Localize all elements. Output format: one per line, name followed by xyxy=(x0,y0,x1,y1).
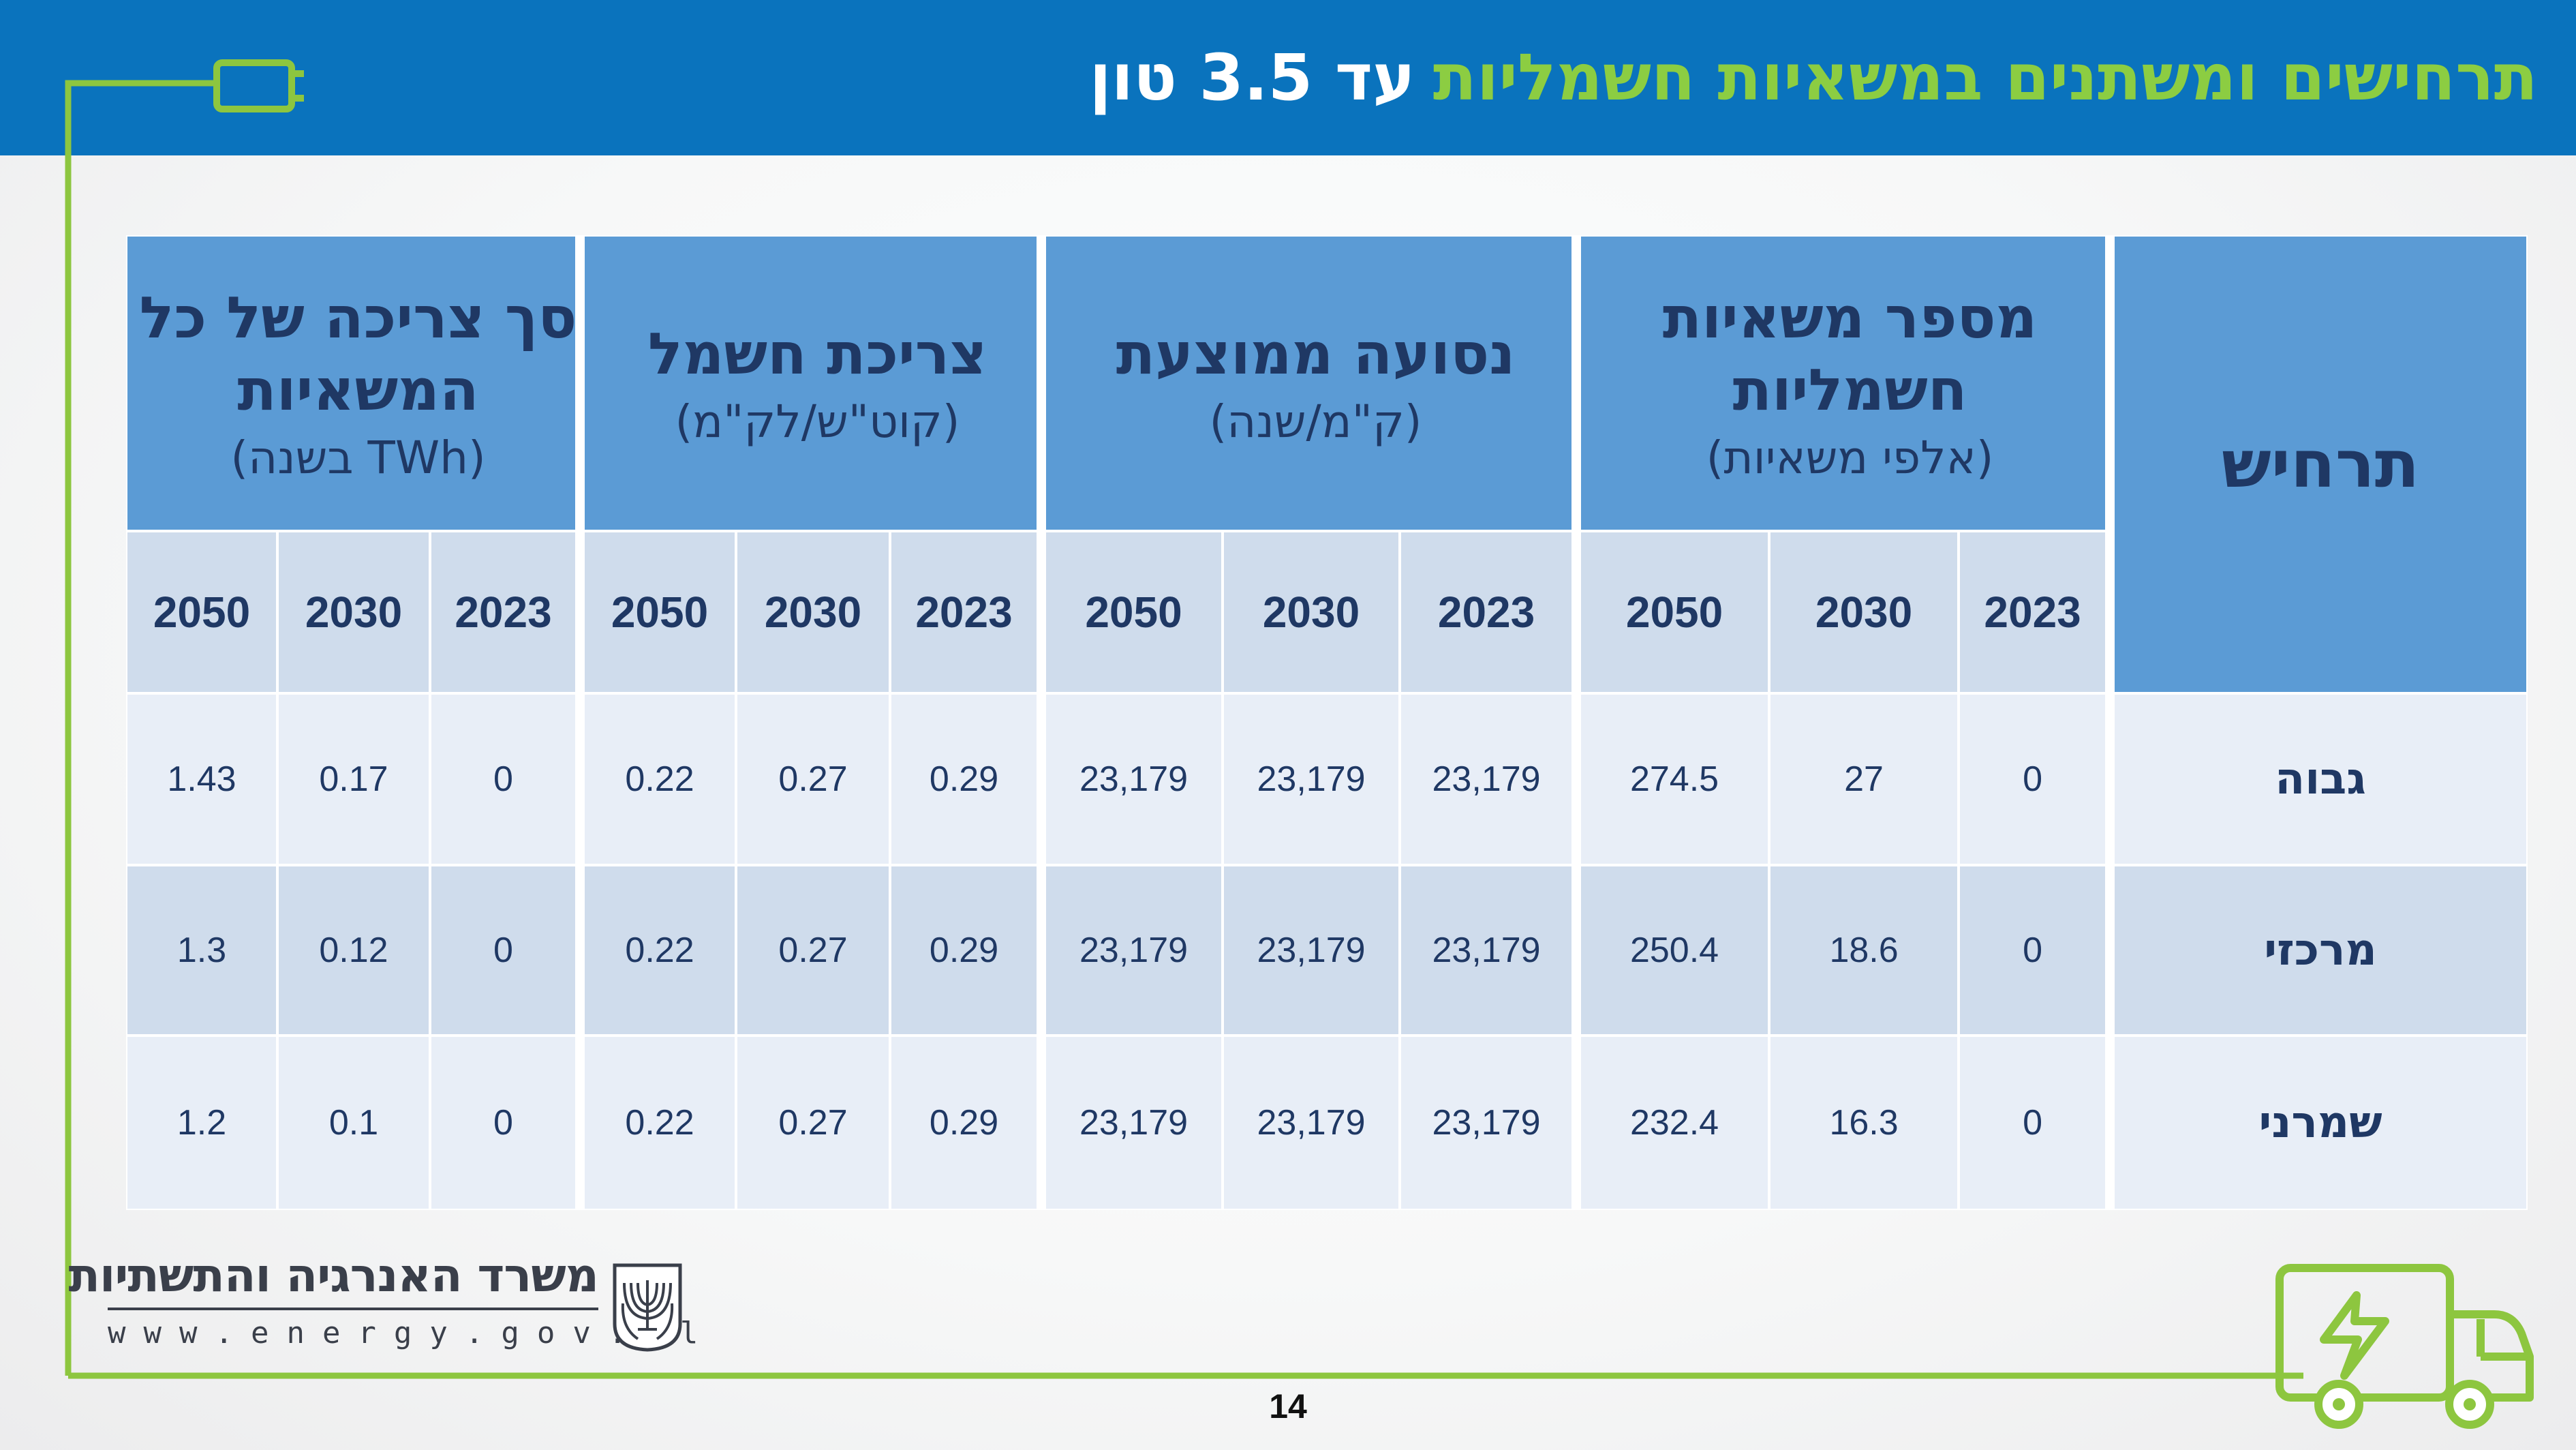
title-white-part: עד 3.5 טון xyxy=(1089,40,1415,115)
table-cell: 232.4 xyxy=(1580,1036,1770,1210)
year-header: 2030 xyxy=(736,531,891,693)
table-cell: 0 xyxy=(1959,1036,2114,1210)
group-header-total-consumption: סך צריכה של כל המשאיות (TWh בשנה) xyxy=(126,235,584,531)
scenario-label: שמרני xyxy=(2113,1036,2528,1210)
group-name: מספר משאיות חשמליות xyxy=(1662,284,2038,423)
group-name: צריכת חשמל xyxy=(647,320,987,387)
group-unit: (קוט"ש/לק"מ) xyxy=(675,395,960,449)
year-header: 2050 xyxy=(1580,531,1770,693)
table-cell: 0.12 xyxy=(277,865,430,1036)
electric-truck-icon xyxy=(2275,1264,2534,1429)
year-header: 2050 xyxy=(126,531,277,693)
logo-divider xyxy=(108,1308,598,1310)
table-cell: 1.43 xyxy=(126,693,277,865)
ministry-name: משרד האנרגיה והתשתיות xyxy=(68,1249,599,1303)
table-cell: 0 xyxy=(430,865,584,1036)
title-green-part: תרחישים ומשתנים במשאיות חשמליות xyxy=(1432,40,2538,115)
table-row-conservative: 1.2 0.1 0 0.22 0.27 0.29 23,179 23,179 2… xyxy=(126,1036,2528,1210)
table-cell: 0.17 xyxy=(277,693,430,865)
year-header: 2023 xyxy=(890,531,1045,693)
year-header: 2030 xyxy=(1223,531,1400,693)
scenario-label: גבוה xyxy=(2113,693,2528,865)
table-cell: 18.6 xyxy=(1769,865,1959,1036)
group-name: נסועה ממוצעת xyxy=(1116,320,1516,387)
table-cell: 23,179 xyxy=(1045,865,1223,1036)
year-header: 2050 xyxy=(583,531,737,693)
table-cell: 0.22 xyxy=(583,1036,737,1210)
table-cell: 23,179 xyxy=(1223,865,1400,1036)
group-name: סך צריכה של כל המשאיות xyxy=(139,284,577,423)
table-cell: 274.5 xyxy=(1580,693,1770,865)
table-cell: 0.27 xyxy=(736,865,891,1036)
table-cell: 0 xyxy=(1959,693,2114,865)
scenarios-data-table: סך צריכה של כל המשאיות (TWh בשנה) צריכת … xyxy=(126,235,2528,1210)
table-cell: 0 xyxy=(430,1036,584,1210)
table-cell: 23,179 xyxy=(1223,693,1400,865)
table-cell: 0.22 xyxy=(583,693,737,865)
group-unit: (אלפי משאיות) xyxy=(1706,432,1994,485)
table-cell: 23,179 xyxy=(1400,693,1580,865)
table-cell: 0.29 xyxy=(890,1036,1045,1210)
ministry-emblem-icon xyxy=(613,1263,682,1352)
group-header-electricity-consumption: צריכת חשמל (קוט"ש/לק"מ) xyxy=(583,235,1045,531)
year-header: 2023 xyxy=(1400,531,1580,693)
scenario-column-header: תרחיש xyxy=(2113,235,2528,693)
table-cell: 23,179 xyxy=(1223,1036,1400,1210)
table-cell: 0 xyxy=(1959,865,2114,1036)
page-title: תרחישים ומשתנים במשאיות חשמליות עד 3.5 ט… xyxy=(1089,0,2538,155)
table-cell: 0.27 xyxy=(736,693,891,865)
table-cell: 0.29 xyxy=(890,693,1045,865)
table-cell: 0.27 xyxy=(736,1036,891,1210)
table-cell: 23,179 xyxy=(1400,865,1580,1036)
group-unit: (ק"מ/שנה) xyxy=(1209,395,1422,449)
year-header: 2030 xyxy=(277,531,430,693)
table-cell: 1.3 xyxy=(126,865,277,1036)
table-cell: 0.29 xyxy=(890,865,1045,1036)
year-header: 2030 xyxy=(1769,531,1959,693)
ministry-website: www.energy.gov.il xyxy=(108,1316,716,1350)
table-cell: 23,179 xyxy=(1045,1036,1223,1210)
scenarios-table: סך צריכה של כל המשאיות (TWh בשנה) צריכת … xyxy=(126,235,2528,1210)
year-header: 2023 xyxy=(430,531,584,693)
table-cell: 0.1 xyxy=(277,1036,430,1210)
table-cell: 23,179 xyxy=(1400,1036,1580,1210)
group-header-average-mileage: נסועה ממוצעת (ק"מ/שנה) xyxy=(1045,235,1580,531)
table-row-high: 1.43 0.17 0 0.22 0.27 0.29 23,179 23,179… xyxy=(126,693,2528,865)
table-row-central: 1.3 0.12 0 0.22 0.27 0.29 23,179 23,179 … xyxy=(126,865,2528,1036)
table-cell: 27 xyxy=(1769,693,1959,865)
table-cell: 1.2 xyxy=(126,1036,277,1210)
table-cell: 23,179 xyxy=(1045,693,1223,865)
year-header: 2050 xyxy=(1045,531,1223,693)
year-header: 2023 xyxy=(1959,531,2114,693)
header-bar: תרחישים ומשתנים במשאיות חשמליות עד 3.5 ט… xyxy=(0,0,2576,155)
group-header-truck-count: מספר משאיות חשמליות (אלפי משאיות) xyxy=(1580,235,2114,531)
plug-icon xyxy=(65,59,304,1376)
table-cell: 250.4 xyxy=(1580,865,1770,1036)
page-number: 14 xyxy=(1269,1387,1307,1425)
scenario-label: מרכזי xyxy=(2113,865,2528,1036)
table-cell: 16.3 xyxy=(1769,1036,1959,1210)
table-cell: 0.22 xyxy=(583,865,737,1036)
table-cell: 0 xyxy=(430,693,584,865)
group-unit: (TWh בשנה) xyxy=(230,432,486,485)
